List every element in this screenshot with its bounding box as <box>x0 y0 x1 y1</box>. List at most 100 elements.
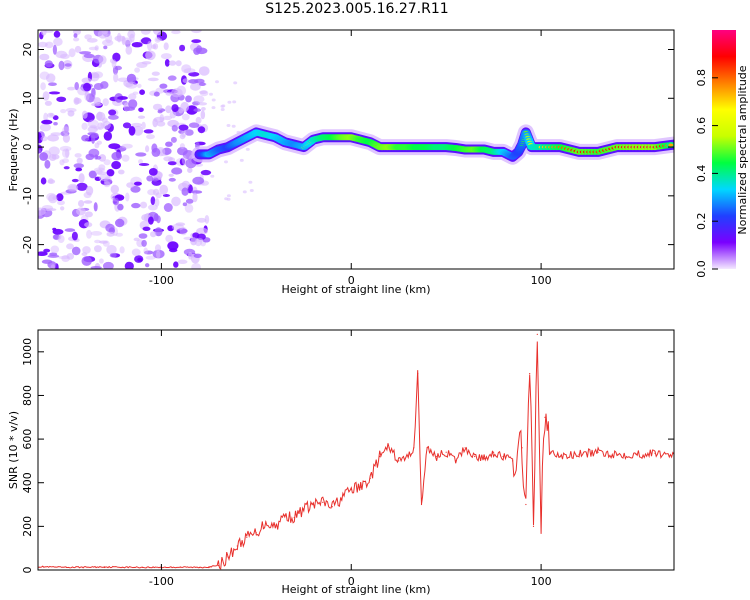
noise-blob <box>87 119 99 128</box>
noise-blob <box>180 101 190 112</box>
noise-blob <box>138 233 148 239</box>
snr-point <box>208 566 210 568</box>
noise-blob <box>53 122 58 126</box>
noise-blob <box>192 192 198 203</box>
noise-blob <box>137 83 142 88</box>
noise-blob <box>111 59 117 69</box>
noise-blob <box>151 44 157 49</box>
snr-point <box>284 514 286 517</box>
noise-blob <box>53 37 63 46</box>
noise-blob <box>73 163 85 169</box>
noise-blob <box>125 81 138 89</box>
noise-blob <box>195 238 203 242</box>
snr-point <box>544 416 546 418</box>
noise-blob <box>113 73 119 83</box>
snr-point <box>407 455 409 458</box>
noise-blob <box>156 250 161 259</box>
noise-blob <box>171 196 181 207</box>
noise-blob <box>96 140 102 145</box>
y-tick-label: 600 <box>21 429 34 450</box>
colorbar-ticks: 0.0 0.2 0.4 0.6 0.8 <box>695 69 718 278</box>
noise-blob <box>181 130 187 138</box>
noise-blob <box>108 143 121 150</box>
noise-blob <box>239 158 244 162</box>
noise-blob <box>96 111 103 121</box>
noise-blob <box>51 154 60 160</box>
noise-blob <box>43 248 51 253</box>
noise-blob <box>81 122 88 130</box>
noise-blob <box>85 185 94 196</box>
noise-blob <box>93 71 104 79</box>
noise-blob <box>87 126 98 133</box>
noise-blob <box>39 123 52 132</box>
noise-blob <box>210 174 215 178</box>
noise-blob <box>167 75 177 81</box>
noise-blob <box>99 240 108 244</box>
noise-blob <box>137 115 146 119</box>
noise-blob <box>40 30 47 36</box>
noise-blob <box>191 39 202 43</box>
snr-frame <box>37 329 675 571</box>
noise-blob <box>65 148 70 159</box>
figure-title: S125.2023.005.16.27.R11 <box>265 1 449 17</box>
noise-blob <box>81 252 88 256</box>
noise-blob <box>191 190 203 194</box>
noise-blob <box>39 152 48 161</box>
noise-blob <box>71 246 81 256</box>
noise-blob <box>126 182 135 189</box>
snr-point <box>103 566 105 568</box>
noise-blob <box>59 159 65 166</box>
noise-blob <box>74 45 82 53</box>
noise-blob <box>177 259 188 264</box>
noise-blob <box>41 119 53 125</box>
noise-blob <box>103 45 108 50</box>
noise-blob <box>159 114 164 123</box>
x-tick-label: 0 <box>348 274 355 287</box>
noise-blob <box>143 129 154 134</box>
noise-blob <box>81 77 92 84</box>
noise-blob <box>154 227 163 237</box>
noise-blob <box>78 200 85 207</box>
noise-blob <box>220 108 225 111</box>
noise-blob <box>102 261 114 269</box>
noise-blob <box>167 161 177 166</box>
spectrogram-frame <box>37 29 675 270</box>
noise-blob <box>97 122 104 130</box>
snr-point <box>436 455 438 458</box>
noise-blob <box>47 254 60 258</box>
noise-blob <box>76 182 88 191</box>
noise-blob <box>40 136 48 142</box>
ridge-core <box>668 143 674 147</box>
noise-blob <box>68 48 76 58</box>
noise-blob <box>242 190 247 194</box>
y-tick-label: 400 <box>21 472 34 493</box>
noise-blob <box>188 79 199 84</box>
noise-blob <box>53 234 60 240</box>
noise-blob <box>75 167 83 172</box>
noise-blob <box>38 251 48 256</box>
noise-blob <box>119 246 125 254</box>
noise-blob <box>108 114 119 120</box>
y-tick-label: 0 <box>21 567 34 574</box>
snr-point <box>388 447 390 449</box>
noise-blob <box>99 258 104 264</box>
x-tick-label: 100 <box>531 274 552 287</box>
noise-blob <box>93 202 98 212</box>
noise-blob <box>165 141 173 147</box>
noise-blob <box>108 109 117 116</box>
noise-blob <box>195 47 208 55</box>
snr-point <box>179 566 181 568</box>
noise-blob <box>117 77 129 83</box>
noise-blob <box>81 134 90 142</box>
snr-point <box>550 451 552 453</box>
noise-blob <box>81 256 92 266</box>
noise-blob <box>193 108 201 112</box>
y-tick-label: -20 <box>21 236 34 254</box>
noise-blob <box>165 105 172 114</box>
noise-blob <box>163 203 173 212</box>
noise-blob <box>227 100 232 104</box>
noise-blob <box>168 177 176 182</box>
colorbar-tick-label: 0.4 <box>695 165 708 183</box>
y-tick-label: 1000 <box>21 338 34 366</box>
